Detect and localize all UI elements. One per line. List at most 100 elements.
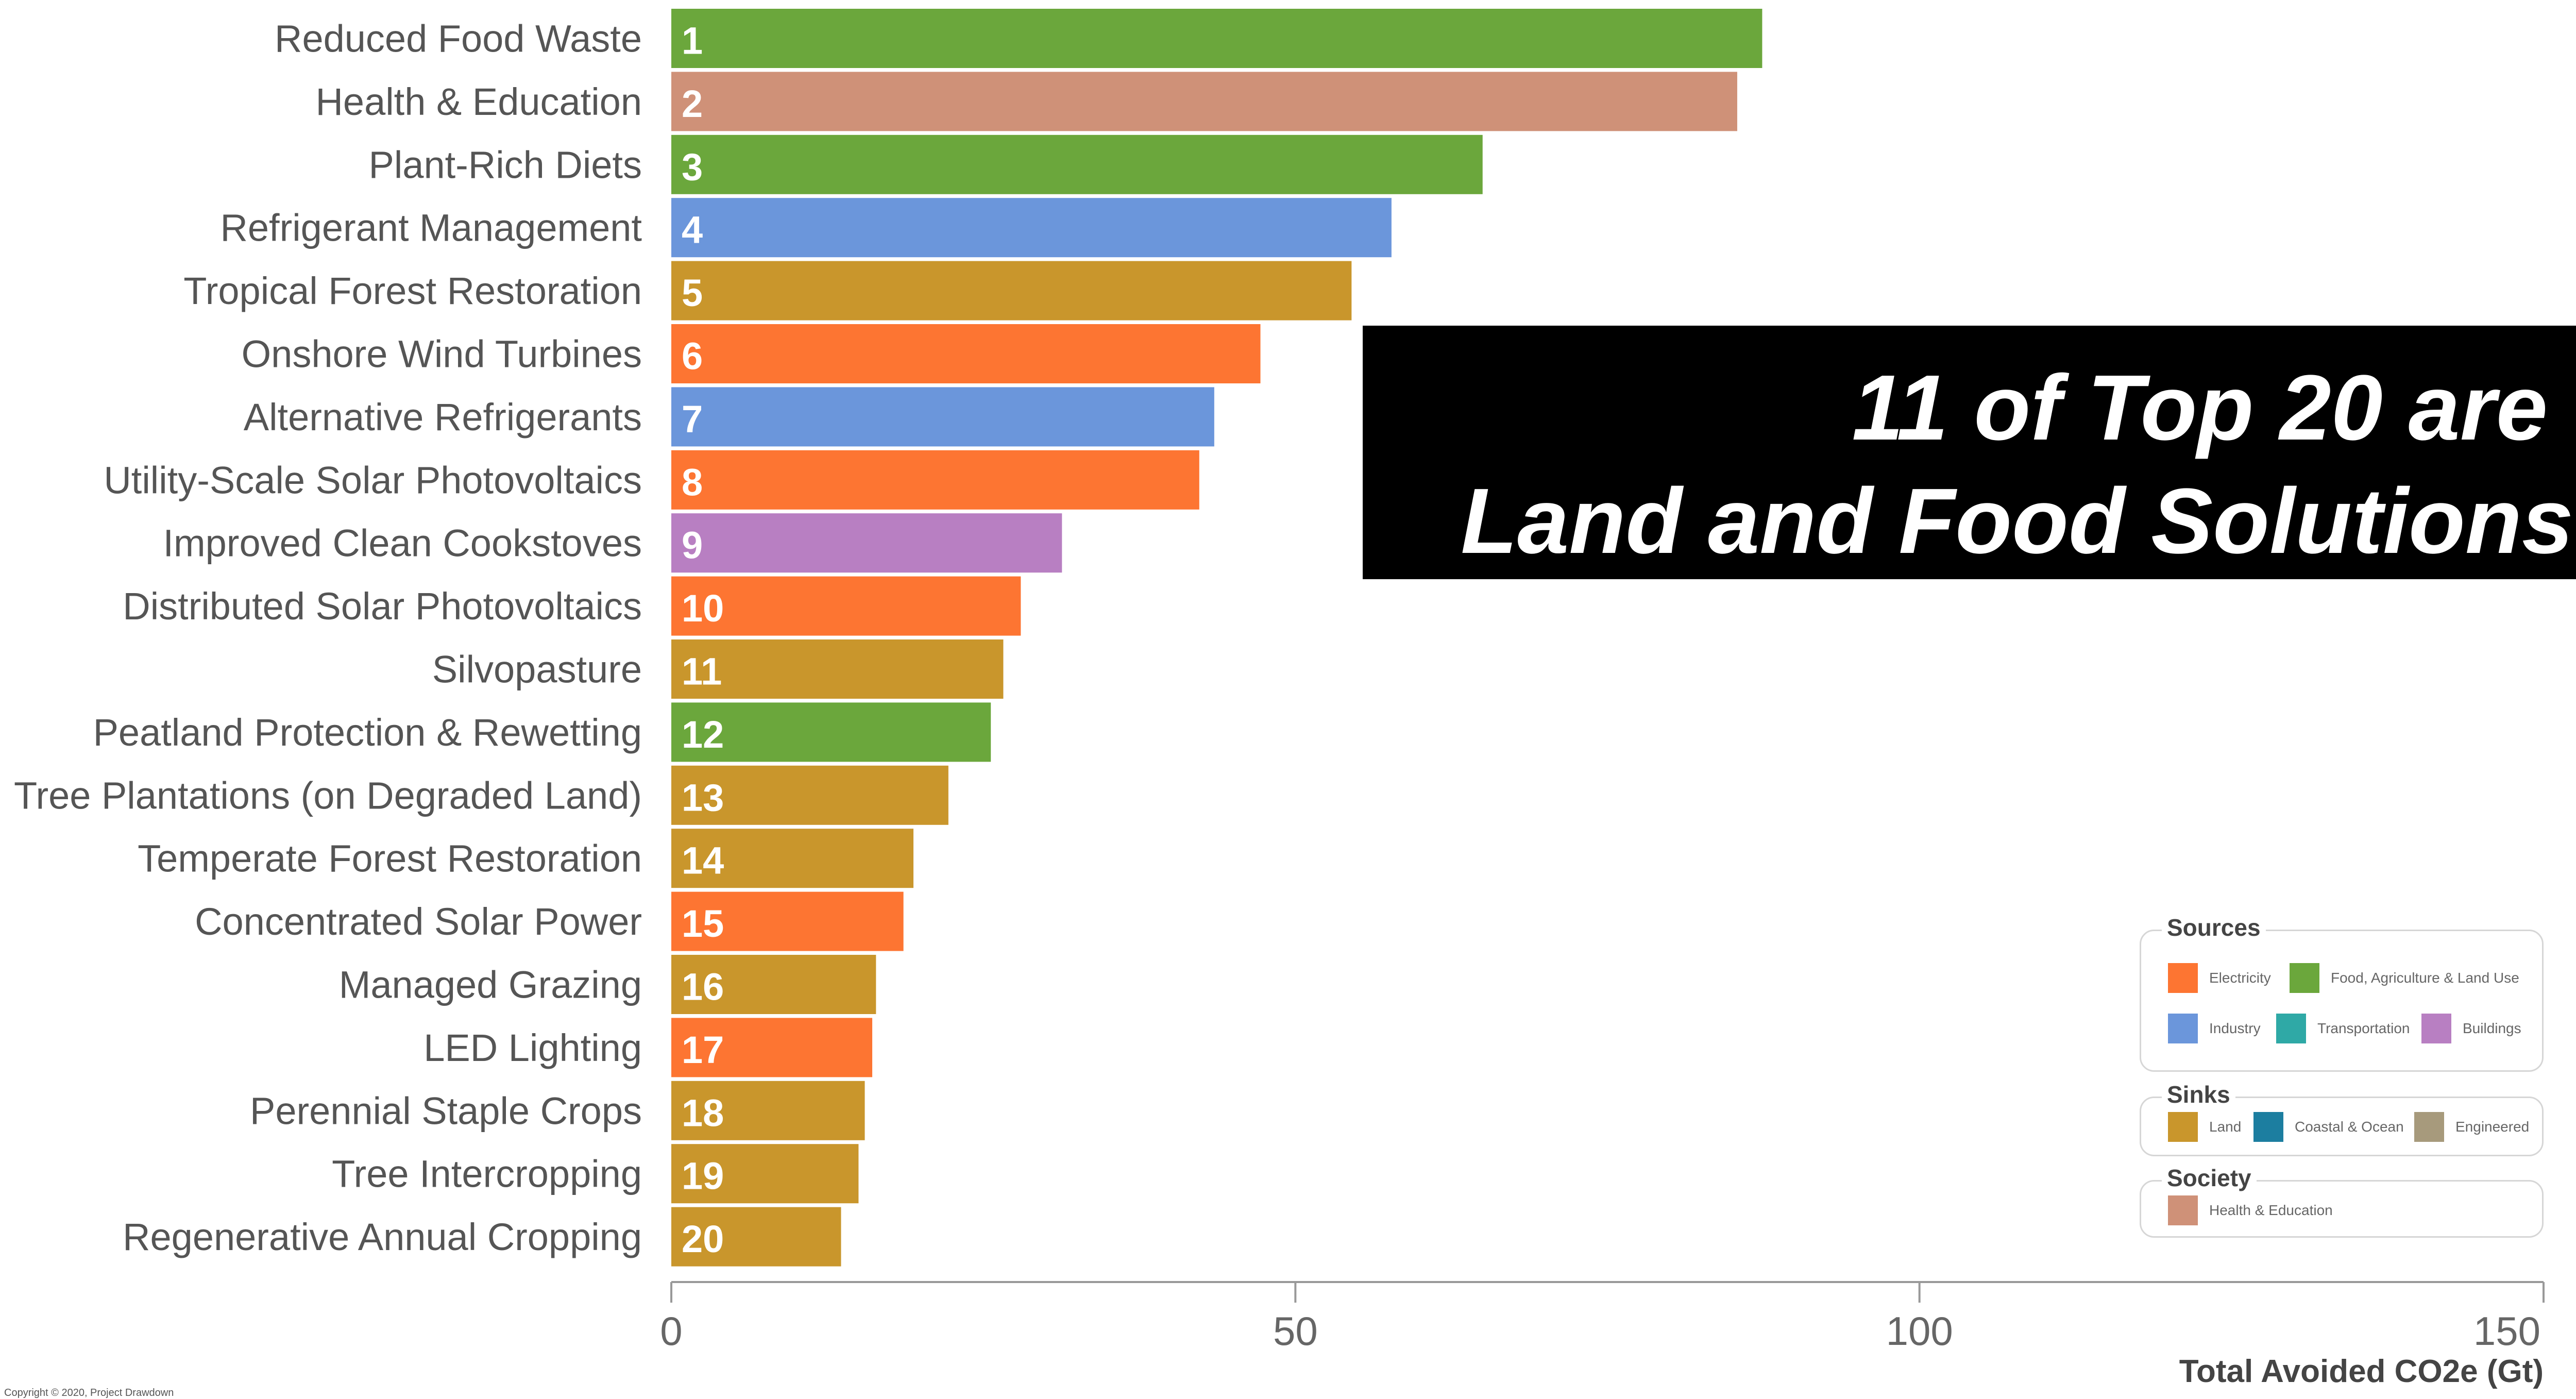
x-axis-ticks: 0 50 100 150: [660, 1282, 2545, 1354]
legend-sinks-title: Sinks: [2162, 1081, 2235, 1108]
rank-label-8: 8: [682, 461, 703, 503]
rank-label-1: 1: [682, 20, 703, 62]
food-agriculture-swatch: [2290, 963, 2319, 993]
category-label-tropical-forest-restoration: Tropical Forest Restoration: [183, 269, 642, 312]
industry-swatch: [2168, 1014, 2198, 1043]
category-label-onshore-wind-turbines: Onshore Wind Turbines: [242, 333, 642, 376]
category-label-distributed-solar-photovoltaics: Distributed Solar Photovoltaics: [123, 585, 642, 628]
land-swatch: [2168, 1112, 2198, 1142]
bar-reduced-food-waste: [671, 9, 1762, 68]
legend-item-engineered: Engineered: [2414, 1112, 2529, 1142]
bar-plant-rich-diets: [671, 134, 1483, 194]
health-education-swatch: [2168, 1195, 2198, 1225]
rank-label-5: 5: [682, 272, 703, 314]
category-label-led-lighting: LED Lighting: [423, 1026, 642, 1069]
legend-item-electricity: Electricity: [2168, 963, 2271, 993]
x-axis-title: Total Avoided CO2e (Gt): [2179, 1354, 2544, 1389]
callout-banner: 11 of Top 20 are Land and Food Solutions: [1363, 326, 2576, 579]
legend-item-land: Land: [2168, 1112, 2241, 1142]
rank-label-16: 16: [682, 966, 724, 1008]
category-label-refrigerant-management: Refrigerant Management: [220, 207, 642, 249]
coastal-ocean-swatch: [2253, 1112, 2283, 1142]
bar-distributed-solar-photovoltaics: [671, 576, 1021, 636]
rank-label-18: 18: [682, 1091, 724, 1134]
legend-item-label: Transportation: [2317, 1020, 2410, 1036]
rank-label-17: 17: [682, 1029, 724, 1071]
category-label-utility-scale-solar-photovoltaics: Utility-Scale Solar Photovoltaics: [104, 459, 642, 501]
rank-label-13: 13: [682, 776, 724, 819]
category-label-silvopasture: Silvopasture: [432, 648, 642, 691]
rank-label-14: 14: [682, 839, 724, 882]
legend-sources: Sources Electricity Food, Agriculture & …: [2140, 914, 2544, 1072]
legend-sources-title: Sources: [2162, 914, 2266, 941]
legend-item-label: Buildings: [2463, 1020, 2521, 1036]
bar-peatland-protection-rewetting: [671, 702, 991, 762]
bar-onshore-wind-turbines: [671, 324, 1261, 383]
legend-item-label: Electricity: [2209, 970, 2271, 986]
legend-item-label: Food, Agriculture & Land Use: [2331, 970, 2519, 986]
callout-line-1: 11 of Top 20 are: [1852, 356, 2548, 460]
category-label-temperate-forest-restoration: Temperate Forest Restoration: [138, 837, 642, 880]
legend-item-health-education: Health & Education: [2168, 1195, 2333, 1225]
legend-item-coastal-ocean: Coastal & Ocean: [2253, 1112, 2404, 1142]
x-tick-label-100: 100: [1886, 1308, 1953, 1354]
category-label-managed-grazing: Managed Grazing: [339, 964, 642, 1006]
legend-item-label: Health & Education: [2209, 1202, 2333, 1218]
bar-concentrated-solar-power: [671, 891, 904, 951]
bar-tropical-forest-restoration: [671, 261, 1352, 321]
legend-society: Society Health & Education: [2140, 1164, 2544, 1238]
rank-label-3: 3: [682, 145, 703, 188]
category-label-improved-clean-cookstoves: Improved Clean Cookstoves: [163, 522, 642, 565]
electricity-swatch: [2168, 963, 2198, 993]
bar-tree-intercropping: [671, 1144, 859, 1204]
category-label-tree-intercropping: Tree Intercropping: [332, 1153, 642, 1195]
rank-label-4: 4: [682, 209, 703, 251]
legend-item-label: Land: [2209, 1119, 2242, 1135]
rank-label-6: 6: [682, 335, 703, 378]
bar-alternative-refrigerants: [671, 387, 1214, 447]
legend-item-transportation: Transportation: [2276, 1014, 2410, 1043]
rank-label-9: 9: [682, 524, 703, 567]
x-tick-label-150: 150: [2473, 1308, 2540, 1354]
bar-regenerative-annual-cropping: [671, 1207, 841, 1267]
category-label-regenerative-annual-cropping: Regenerative Annual Cropping: [123, 1216, 642, 1258]
bar-health-education: [671, 72, 1737, 131]
bar-tree-plantations-on-degraded-land: [671, 765, 948, 825]
category-label-health-education: Health & Education: [315, 80, 642, 123]
bar-temperate-forest-restoration: [671, 829, 913, 888]
bar-managed-grazing: [671, 955, 876, 1014]
category-labels: Reduced Food Waste Health & Education Plan…: [14, 18, 642, 1259]
category-label-peatland-protection-rewetting: Peatland Protection & Rewetting: [93, 711, 642, 754]
rank-label-2: 2: [682, 82, 703, 125]
legend-item-industry: Industry: [2168, 1014, 2261, 1043]
legend-item-label: Engineered: [2455, 1119, 2530, 1135]
bar-perennial-staple-crops: [671, 1081, 865, 1140]
buildings-swatch: [2421, 1014, 2451, 1043]
bar-refrigerant-management: [671, 198, 1392, 258]
bar-utility-scale-solar-photovoltaics: [671, 450, 1199, 510]
callout-line-2: Land and Food Solutions: [1461, 469, 2573, 573]
category-label-concentrated-solar-power: Concentrated Solar Power: [195, 900, 642, 943]
legend-sinks: Sinks Land Coastal & Ocean Engineered: [2140, 1081, 2544, 1156]
copyright-notice: Copyright © 2020, Project Drawdown: [4, 1387, 174, 1398]
x-tick-label-50: 50: [1273, 1308, 1318, 1354]
legend-society-title: Society: [2162, 1164, 2257, 1192]
category-label-perennial-staple-crops: Perennial Staple Crops: [250, 1089, 642, 1132]
bar-improved-clean-cookstoves: [671, 513, 1062, 573]
bar-led-lighting: [671, 1018, 873, 1077]
rank-label-10: 10: [682, 587, 724, 630]
rank-label-19: 19: [682, 1155, 724, 1198]
transportation-swatch: [2276, 1014, 2306, 1043]
x-tick-label-0: 0: [660, 1308, 682, 1354]
rank-label-7: 7: [682, 398, 703, 441]
legend-item-food-agriculture-land-use: Food, Agriculture & Land Use: [2290, 963, 2519, 993]
rank-label-20: 20: [682, 1218, 724, 1260]
category-label-reduced-food-waste: Reduced Food Waste: [275, 18, 642, 60]
rank-label-12: 12: [682, 713, 724, 756]
legend-item-buildings: Buildings: [2421, 1014, 2521, 1043]
rank-label-11: 11: [682, 650, 722, 693]
legend-item-label: Industry: [2209, 1020, 2261, 1036]
bars-layer: [671, 9, 1762, 1267]
